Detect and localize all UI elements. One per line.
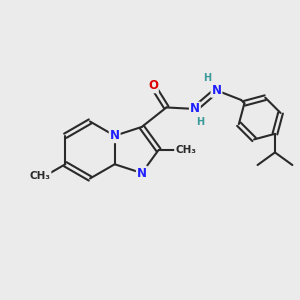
Text: N: N bbox=[190, 102, 200, 116]
Text: O: O bbox=[148, 79, 158, 92]
Text: N: N bbox=[110, 129, 120, 142]
Text: N: N bbox=[137, 167, 147, 180]
Text: N: N bbox=[212, 84, 221, 97]
Text: H: H bbox=[196, 116, 204, 127]
Text: CH₃: CH₃ bbox=[175, 145, 196, 155]
Text: CH₃: CH₃ bbox=[29, 171, 50, 181]
Text: H: H bbox=[203, 73, 211, 83]
